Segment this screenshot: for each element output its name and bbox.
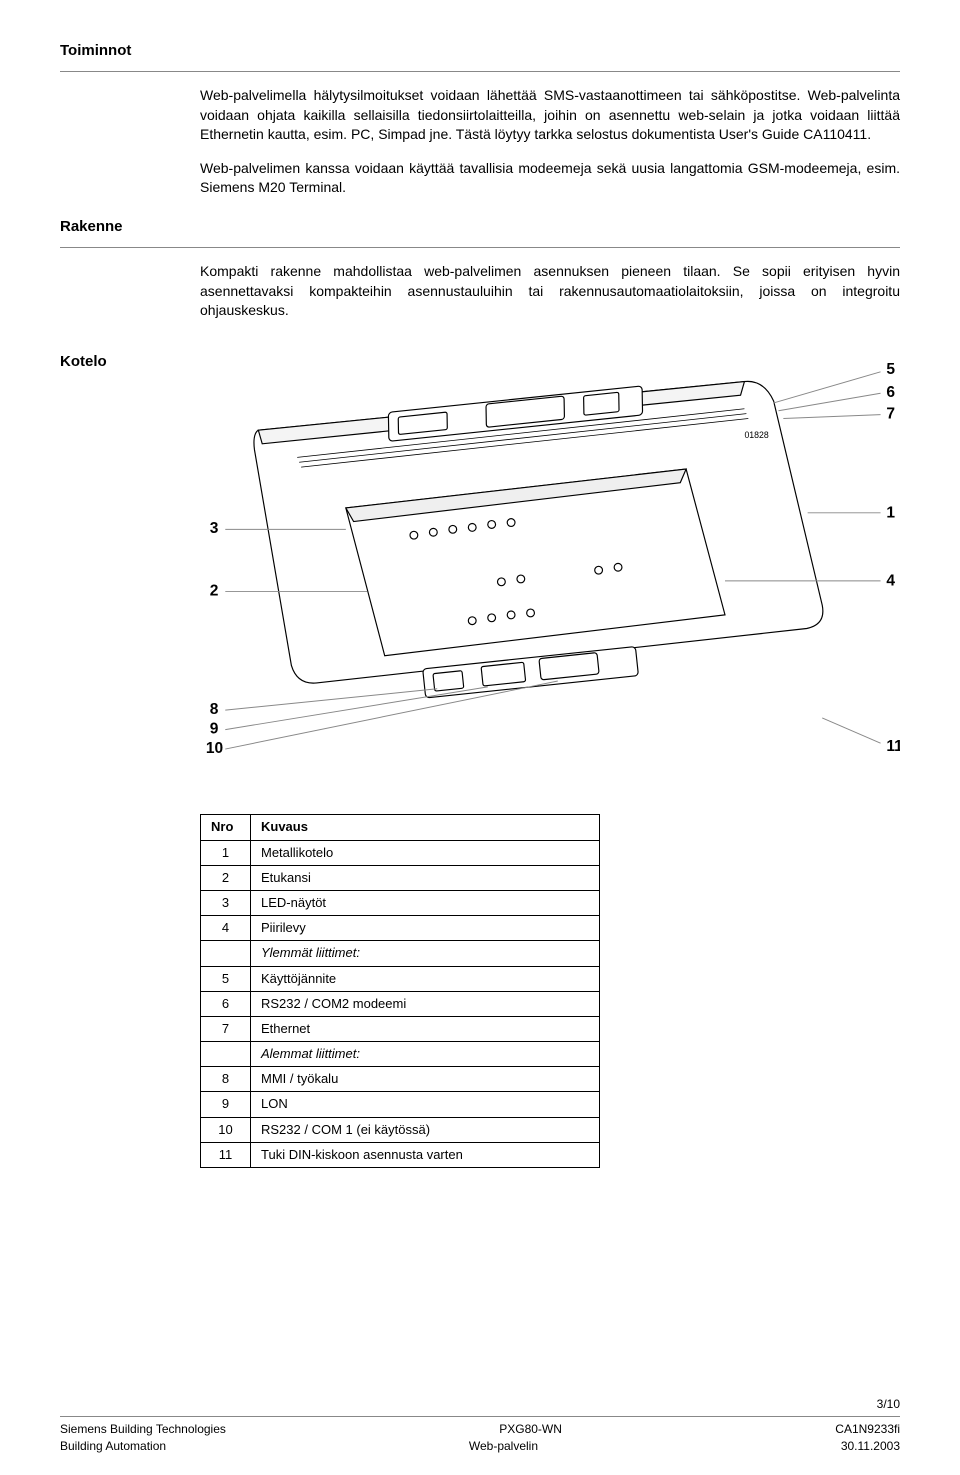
cell-nro: 11 bbox=[201, 1142, 251, 1167]
parts-table-wrap: Nro Kuvaus 1Metallikotelo2Etukansi3LED-n… bbox=[200, 814, 900, 1168]
table-row: 2Etukansi bbox=[201, 865, 600, 890]
body-text-2: Kompakti rakenne mahdollistaa web-palvel… bbox=[200, 262, 900, 335]
callout-7: 7 bbox=[886, 405, 895, 422]
cell-kuvaus: LED-näytöt bbox=[251, 890, 600, 915]
cell-kuvaus: Piirilevy bbox=[251, 916, 600, 941]
page-footer: 3/10 Siemens Building Technologies PXG80… bbox=[60, 1396, 900, 1455]
table-row: 10RS232 / COM 1 (ei käytössä) bbox=[201, 1117, 600, 1142]
footer-l2-right: 30.11.2003 bbox=[841, 1438, 900, 1455]
cell-kuvaus: Alemmat liittimet: bbox=[251, 1042, 600, 1067]
table-row: 6RS232 / COM2 modeemi bbox=[201, 991, 600, 1016]
callout-5: 5 bbox=[886, 361, 895, 378]
callout-9: 9 bbox=[210, 720, 219, 737]
th-nro: Nro bbox=[201, 815, 251, 840]
drawing-code: 01828 bbox=[744, 430, 768, 440]
cell-nro: 10 bbox=[201, 1117, 251, 1142]
cell-kuvaus: Tuki DIN-kiskoon asennusta varten bbox=[251, 1142, 600, 1167]
cell-kuvaus: Ylemmät liittimet: bbox=[251, 941, 600, 966]
section-title: Toiminnot bbox=[60, 40, 900, 61]
footer-row-2: Building Automation Web-palvelin 30.11.2… bbox=[60, 1438, 900, 1455]
cell-kuvaus: RS232 / COM 1 (ei käytössä) bbox=[251, 1117, 600, 1142]
callout-11: 11 bbox=[886, 738, 900, 755]
cell-nro bbox=[201, 941, 251, 966]
cell-kuvaus: Käyttöjännite bbox=[251, 966, 600, 991]
footer-l1-center: PXG80-WN bbox=[226, 1421, 835, 1438]
cell-kuvaus: MMI / työkalu bbox=[251, 1067, 600, 1092]
rakenne-block: Rakenne Web-palvelimella hälytysilmoituk… bbox=[60, 86, 900, 237]
th-kuvaus: Kuvaus bbox=[251, 815, 600, 840]
cell-kuvaus: Etukansi bbox=[251, 865, 600, 890]
table-row: Alemmat liittimet: bbox=[201, 1042, 600, 1067]
table-row: 1Metallikotelo bbox=[201, 840, 600, 865]
left-heading-rakenne: Rakenne bbox=[60, 216, 200, 237]
table-header-row: Nro Kuvaus bbox=[201, 815, 600, 840]
table-row: Ylemmät liittimet: bbox=[201, 941, 600, 966]
body-text: Web-palvelimella hälytysilmoitukset void… bbox=[200, 86, 900, 212]
table-row: 4Piirilevy bbox=[201, 916, 600, 941]
cell-kuvaus: LON bbox=[251, 1092, 600, 1117]
paragraph-1: Web-palvelimella hälytysilmoitukset void… bbox=[200, 86, 900, 145]
cell-kuvaus: Metallikotelo bbox=[251, 840, 600, 865]
kotelo-diagram-block: Kotelo bbox=[60, 351, 900, 807]
device-svg: 5 6 7 1 4 11 3 2 8 9 10 01828 bbox=[200, 351, 900, 801]
footer-l2-center: Web-palvelin bbox=[166, 1438, 841, 1455]
table-row: 5Käyttöjännite bbox=[201, 966, 600, 991]
table-row: 8MMI / työkalu bbox=[201, 1067, 600, 1092]
cell-nro: 7 bbox=[201, 1016, 251, 1041]
parts-table: Nro Kuvaus 1Metallikotelo2Etukansi3LED-n… bbox=[200, 814, 600, 1168]
cell-nro: 5 bbox=[201, 966, 251, 991]
table-row: 9LON bbox=[201, 1092, 600, 1117]
device-diagram: 5 6 7 1 4 11 3 2 8 9 10 01828 bbox=[200, 351, 900, 807]
cell-kuvaus: Ethernet bbox=[251, 1016, 600, 1041]
cell-nro: 9 bbox=[201, 1092, 251, 1117]
callout-4: 4 bbox=[886, 573, 895, 590]
footer-l1-left: Siemens Building Technologies bbox=[60, 1421, 226, 1438]
callout-3: 3 bbox=[210, 520, 219, 537]
left-heading-kotelo: Kotelo bbox=[60, 351, 200, 372]
cell-nro bbox=[201, 1042, 251, 1067]
callout-1: 1 bbox=[886, 504, 895, 521]
cell-nro: 8 bbox=[201, 1067, 251, 1092]
kotelo-intro-block: Kompakti rakenne mahdollistaa web-palvel… bbox=[60, 262, 900, 335]
table-row: 7Ethernet bbox=[201, 1016, 600, 1041]
cell-nro: 3 bbox=[201, 890, 251, 915]
footer-l2-left: Building Automation bbox=[60, 1438, 166, 1455]
cell-nro: 1 bbox=[201, 840, 251, 865]
callout-6: 6 bbox=[886, 384, 895, 401]
divider bbox=[60, 71, 900, 72]
table-row: 11Tuki DIN-kiskoon asennusta varten bbox=[201, 1142, 600, 1167]
divider bbox=[60, 247, 900, 248]
callout-10: 10 bbox=[206, 740, 224, 757]
cell-nro: 2 bbox=[201, 865, 251, 890]
cell-kuvaus: RS232 / COM2 modeemi bbox=[251, 991, 600, 1016]
callout-8: 8 bbox=[210, 701, 219, 718]
paragraph-3: Kompakti rakenne mahdollistaa web-palvel… bbox=[200, 262, 900, 321]
table-row: 3LED-näytöt bbox=[201, 890, 600, 915]
page-number: 3/10 bbox=[60, 1396, 900, 1413]
cell-nro: 6 bbox=[201, 991, 251, 1016]
paragraph-2: Web-palvelimen kanssa voidaan käyttää ta… bbox=[200, 159, 900, 198]
callout-2: 2 bbox=[210, 582, 219, 599]
footer-l1-right: CA1N9233fi bbox=[835, 1421, 900, 1438]
footer-row-1: Siemens Building Technologies PXG80-WN C… bbox=[60, 1416, 900, 1438]
cell-nro: 4 bbox=[201, 916, 251, 941]
